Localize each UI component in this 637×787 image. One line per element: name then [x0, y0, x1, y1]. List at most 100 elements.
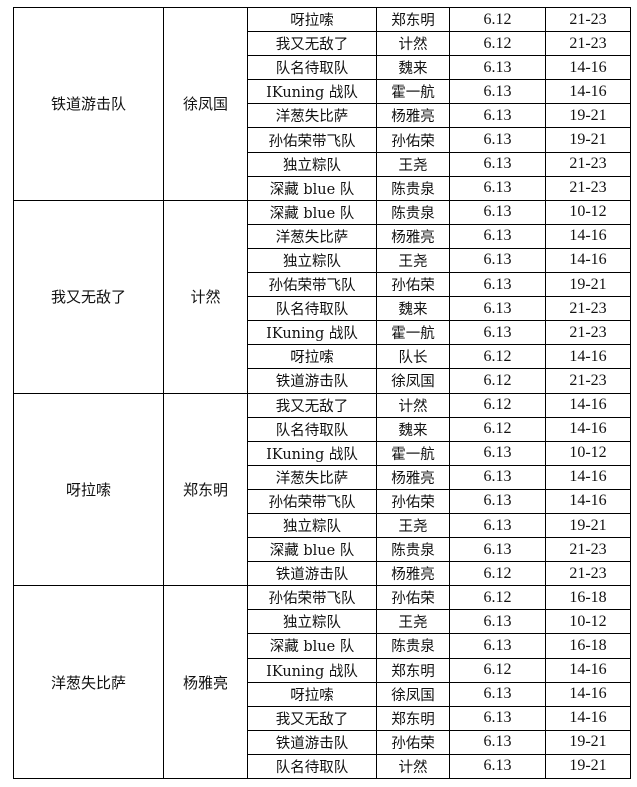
time-cell: 14-16: [545, 344, 631, 370]
team-name-cell: 呀拉嗦: [13, 392, 164, 587]
date-cell: 6.13: [449, 609, 546, 635]
table-row: 深藏 blue 队陈贵泉 6.13 21-23: [14, 175, 631, 201]
contact-cell: 王尧: [376, 609, 450, 635]
opponent-team-cell: IKuning 战队: [247, 79, 377, 105]
opponent-team-cell: 铁道游击队: [247, 368, 377, 394]
time-cell: 21-23: [545, 537, 631, 563]
time-cell: 14-16: [545, 416, 631, 442]
opponent-team-cell: 深藏 blue 队: [247, 199, 377, 225]
opponent-team-cell: 洋葱失比萨: [247, 464, 377, 490]
time-cell: 21-23: [545, 296, 631, 322]
time-cell: 19-21: [545, 127, 631, 153]
team-name-cell: 我又无敌了: [13, 199, 164, 394]
date-cell: 6.13: [449, 296, 546, 322]
contact-cell: 霍一航: [376, 320, 450, 346]
table-row: 铁道游击队 徐凤国 呀拉嗦 郑东明 6.12 21-23: [13, 6, 631, 201]
contact-cell: 魏来: [376, 296, 450, 322]
contact-cell: 郑东明: [376, 657, 450, 683]
opponent-team-cell: 队名待取队: [247, 55, 377, 81]
table-row: 独立粽队 王尧 6.13 21-23: [14, 151, 631, 177]
time-cell: 19-21: [545, 512, 631, 539]
opponent-team-cell: 铁道游击队: [247, 561, 377, 587]
time-cell: 14-16: [545, 705, 631, 731]
time-cell: 21-23: [545, 151, 631, 177]
contact-cell: 孙佑荣: [376, 127, 450, 153]
contact-cell: 计然: [376, 31, 450, 57]
contact-cell: 陈贵泉: [376, 633, 450, 659]
team-name-cell: 铁道游击队: [13, 7, 164, 201]
opponent-team-cell: 队名待取队: [247, 416, 377, 442]
table-row: 铁道游击队 孙佑荣 6.13 19-21: [14, 729, 631, 755]
opponent-team-cell: 独立粽队: [247, 247, 377, 274]
contact-cell: 孙佑荣: [376, 272, 450, 298]
table-row: IKuning 战队 霍一航 6.13 21-23: [14, 320, 631, 346]
time-cell: 21-23: [545, 320, 631, 346]
table-row: 独立粽队 王尧 6.13 19-21: [14, 512, 631, 539]
time-cell: 21-23: [545, 561, 631, 587]
opponent-team-cell: IKuning 战队: [247, 320, 377, 346]
contact-cell: 队长: [376, 344, 450, 370]
opponent-team-cell: 铁道游击队: [247, 729, 377, 755]
leader-cell: 郑东明: [163, 392, 248, 587]
date-cell: 6.13: [449, 633, 546, 659]
date-cell: 6.13: [449, 272, 546, 298]
date-cell: 6.13: [449, 753, 546, 780]
time-cell: 19-21: [545, 103, 631, 129]
contact-cell: 徐凤国: [376, 368, 450, 394]
date-cell: 6.13: [449, 464, 546, 490]
time-cell: 19-21: [545, 753, 631, 780]
table-row: 深藏 blue 队陈贵泉 6.13 21-23: [14, 537, 631, 563]
date-cell: 6.12: [449, 585, 546, 611]
contact-cell: 陈贵泉: [376, 199, 450, 225]
leader-cell: 杨雅亮: [163, 585, 248, 779]
time-cell: 14-16: [545, 79, 631, 105]
time-cell: 21-23: [545, 368, 631, 394]
date-cell: 6.13: [449, 103, 546, 129]
opponent-team-cell: IKuning 战队: [247, 657, 377, 683]
date-cell: 6.13: [449, 320, 546, 346]
table-row: 队名待取队 魏来 6.13 21-23: [14, 296, 631, 322]
date-cell: 6.12: [449, 6, 546, 33]
team-name-cell: 洋葱失比萨: [13, 585, 164, 779]
opponent-team-cell: 呀拉嗦: [247, 344, 377, 370]
date-cell: 6.13: [449, 55, 546, 81]
contact-cell: 计然: [376, 753, 450, 780]
time-cell: 14-16: [545, 55, 631, 81]
contact-cell: 孙佑荣: [376, 488, 450, 514]
contact-cell: 杨雅亮: [376, 464, 450, 490]
opponent-team-cell: 深藏 blue 队: [247, 633, 377, 659]
table-row: IKuning 战队 霍一航 6.13 14-16: [14, 79, 631, 105]
contact-cell: 杨雅亮: [376, 103, 450, 129]
date-cell: 6.12: [449, 392, 546, 418]
table-row: 孙佑荣带飞队 孙佑荣 6.13 19-21: [14, 127, 631, 153]
table-row: 我又无敌了 计然 6.12 21-23: [14, 31, 631, 57]
contact-cell: 计然: [376, 392, 450, 418]
date-cell: 6.13: [449, 79, 546, 105]
time-cell: 21-23: [545, 6, 631, 33]
date-cell: 6.13: [449, 488, 546, 514]
contact-cell: 王尧: [376, 512, 450, 539]
opponent-team-cell: 洋葱失比萨: [247, 103, 377, 129]
opponent-team-cell: 呀拉嗦: [247, 6, 377, 33]
contact-cell: 霍一航: [376, 79, 450, 105]
date-cell: 6.13: [449, 151, 546, 177]
opponent-team-cell: 我又无敌了: [247, 705, 377, 731]
table-row: 独立粽队 王尧 6.13 10-12: [14, 609, 631, 635]
table-row: 呀拉嗦 徐凤国 6.13 14-16: [14, 681, 631, 707]
date-cell: 6.12: [449, 344, 546, 370]
date-cell: 6.13: [449, 247, 546, 274]
opponent-team-cell: 队名待取队: [247, 296, 377, 322]
table-row: 队名待取队 计然 6.13 19-21: [14, 753, 631, 780]
opponent-team-cell: 孙佑荣带飞队: [247, 127, 377, 153]
opponent-team-cell: 孙佑荣带飞队: [247, 585, 377, 611]
opponent-team-cell: 我又无敌了: [247, 392, 377, 418]
opponent-team-cell: 独立粽队: [247, 512, 377, 539]
opponent-team-cell: 洋葱失比萨: [247, 223, 377, 249]
table-row: 队名待取队 魏来 6.13 14-16: [14, 55, 631, 81]
table-row: 孙佑荣带飞队 孙佑荣 6.13 14-16: [14, 488, 631, 514]
contact-cell: 魏来: [376, 55, 450, 81]
contact-cell: 杨雅亮: [376, 561, 450, 587]
contact-cell: 孙佑荣: [376, 585, 450, 611]
date-cell: 6.12: [449, 561, 546, 587]
time-cell: 16-18: [545, 585, 631, 611]
